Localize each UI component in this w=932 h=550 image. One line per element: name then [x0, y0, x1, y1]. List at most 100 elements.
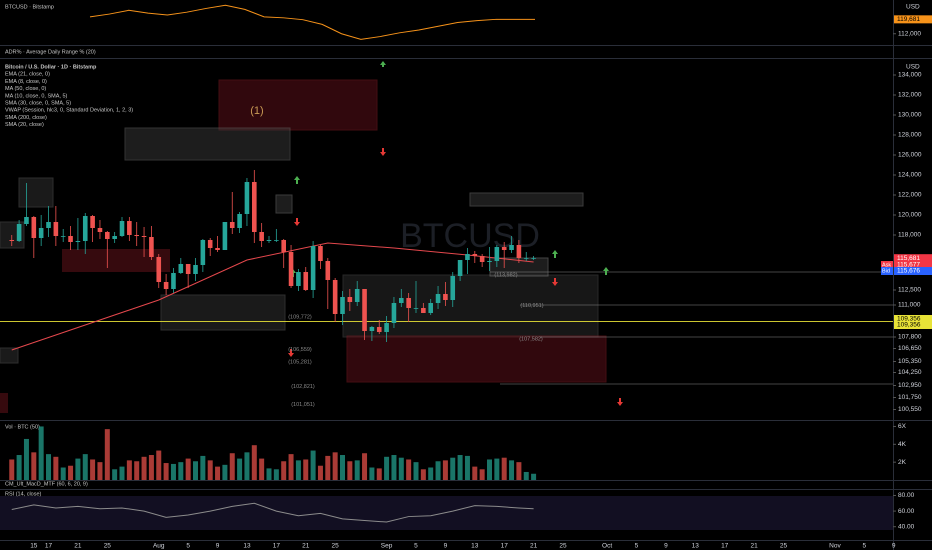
volume-label: Vol · BTC (50) [5, 424, 40, 430]
candle-body [105, 232, 110, 239]
price-tag-label: 109,356 [897, 322, 921, 329]
y-tick-label: 112,000 [898, 30, 921, 37]
zone-label: (105,281) [288, 360, 312, 366]
y-tick-label: 100,550 [898, 406, 922, 413]
price-tag-prefix: Bid [882, 268, 890, 274]
y-tick-label: 130,000 [898, 112, 922, 119]
candle-body [347, 297, 353, 302]
volume-bar [398, 457, 404, 480]
candle-body [215, 248, 220, 250]
candle-body [266, 240, 272, 241]
legend-entry: VWAP (Session, hlc3, 0, Standard Deviati… [5, 108, 133, 114]
last-price-label: 119,681 [897, 16, 920, 23]
candle-body [53, 222, 59, 236]
price-tag-label: 109,356 [897, 316, 921, 323]
candle-body [310, 246, 316, 290]
candle-body [523, 258, 529, 259]
volume-bar [516, 462, 522, 480]
candle-body [421, 308, 426, 313]
volume-bar [464, 455, 470, 480]
candle-body [38, 228, 44, 238]
price-tag [894, 261, 932, 269]
volume-bar [428, 467, 434, 480]
candle-body [134, 235, 140, 236]
candle-body [296, 272, 301, 286]
y-tick-label: 120,000 [898, 212, 922, 219]
x-tick-label: 5 [414, 543, 418, 550]
candle-body [413, 308, 419, 309]
volume-bar [391, 455, 397, 480]
x-tick-label: 13 [243, 543, 251, 550]
candle-body [443, 294, 448, 300]
x-tick-label: 9 [664, 543, 668, 550]
candle-body [259, 232, 264, 241]
legend-entry: SMA (200, close) [5, 115, 47, 121]
candle-body [24, 217, 29, 224]
volume-bar [501, 457, 507, 480]
price-tag [894, 321, 932, 329]
x-tick-label: 15 [30, 543, 38, 550]
x-tick-label: 5 [635, 543, 639, 550]
candle-body [384, 323, 389, 332]
price-tag [894, 267, 932, 275]
x-tick-label: 21 [750, 543, 758, 550]
volume-bar [193, 461, 199, 480]
volume-bar [53, 456, 59, 480]
volume-bar [148, 455, 154, 480]
volume-bar [97, 462, 103, 480]
x-tick-label: 5 [863, 543, 867, 550]
candle-body [435, 294, 441, 303]
volume-bar [244, 452, 250, 480]
candle-body [178, 264, 184, 273]
top-pane-title: BTCUSD · Bitstamp [5, 4, 54, 10]
candle-body [200, 240, 206, 265]
candle-body [472, 254, 478, 256]
candle-body [398, 298, 404, 303]
volume-bar [163, 463, 169, 480]
x-tick-label: 5 [186, 543, 190, 550]
volume-bar [531, 473, 537, 480]
candle-body [509, 245, 514, 250]
candle-body [281, 240, 287, 252]
x-tick-label: 13 [471, 543, 479, 550]
volume-bar [141, 456, 147, 480]
volume-bar [134, 461, 140, 480]
candle-body [141, 236, 147, 237]
volume-bar [9, 459, 15, 480]
volume-bar [112, 469, 118, 480]
candle-body [501, 247, 507, 250]
volume-bar [354, 460, 360, 480]
volume-bar [509, 460, 515, 480]
volume-bar [450, 457, 456, 480]
x-tick-label: 9 [444, 543, 448, 550]
volume-bar [38, 426, 44, 480]
candle-body [9, 240, 15, 241]
candle-body [97, 228, 103, 232]
candle-body [68, 236, 73, 242]
x-tick-label: 9 [216, 543, 220, 550]
y-tick-label: 107,800 [898, 334, 922, 341]
candle-body [90, 216, 95, 228]
volume-bar [222, 464, 228, 480]
volume-bar [251, 445, 257, 480]
volume-bar [376, 468, 382, 480]
volume-bar [16, 455, 22, 480]
x-tick-label: 17 [721, 543, 729, 550]
x-tick-label: 25 [104, 543, 112, 550]
volume-bar [90, 459, 96, 480]
candle-body [244, 182, 250, 214]
price-tag-prefix-box [881, 261, 893, 269]
candle-body [369, 327, 375, 331]
candle-body [288, 252, 294, 286]
x-tick-label: Sep [381, 543, 393, 550]
x-tick-label: 17 [45, 543, 53, 550]
candle-body [16, 224, 22, 241]
candle-body [479, 256, 485, 262]
legend-entry: SMA (20, close) [5, 122, 44, 128]
candle-body [487, 261, 492, 262]
x-tick-label: 25 [332, 543, 340, 550]
candle-body [127, 221, 132, 235]
price-tag [894, 315, 932, 323]
legend-entry: MA (50, close, 0) [5, 86, 46, 92]
